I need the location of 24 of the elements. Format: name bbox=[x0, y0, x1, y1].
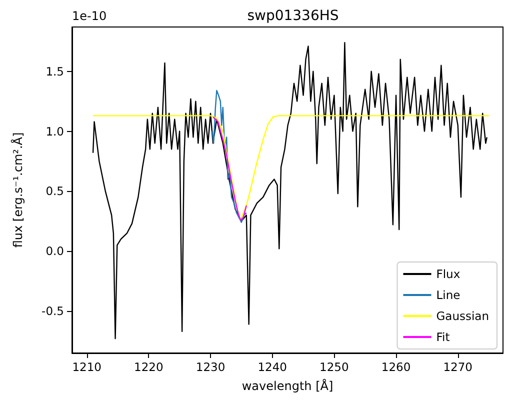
y-tick-label: 1.0 bbox=[46, 124, 64, 138]
y-tick-label: 0.0 bbox=[46, 244, 64, 258]
x-tick-label: 1230 bbox=[196, 360, 226, 374]
y-tick-label: 0.5 bbox=[46, 184, 64, 198]
x-tick-label: 1250 bbox=[320, 360, 349, 374]
x-tick-label: 1270 bbox=[443, 360, 472, 374]
legend-label: Gaussian bbox=[436, 309, 490, 323]
text: 1e-10 bbox=[72, 9, 107, 23]
line-series bbox=[92, 42, 488, 340]
y-tick-label: 1.5 bbox=[46, 64, 64, 78]
legend-label: Fit bbox=[436, 330, 450, 344]
line-series bbox=[92, 115, 490, 221]
x-tick-label: 1240 bbox=[258, 360, 287, 374]
line-series bbox=[212, 116, 247, 221]
legend-label: Flux bbox=[436, 267, 460, 281]
chart-title: swp01336HS bbox=[247, 8, 339, 24]
x-tick-label: 1220 bbox=[134, 360, 164, 374]
line-series bbox=[212, 90, 247, 223]
x-tick-label: 1210 bbox=[72, 360, 102, 374]
y-tick-label: -0.5 bbox=[42, 304, 64, 318]
x-tick-label: 1260 bbox=[381, 360, 411, 374]
x-axis-title: wavelength [Å] bbox=[242, 378, 334, 393]
y-axis-title: flux [erg.s⁻¹.cm².Å] bbox=[10, 132, 25, 248]
legend-label: Line bbox=[436, 288, 460, 302]
